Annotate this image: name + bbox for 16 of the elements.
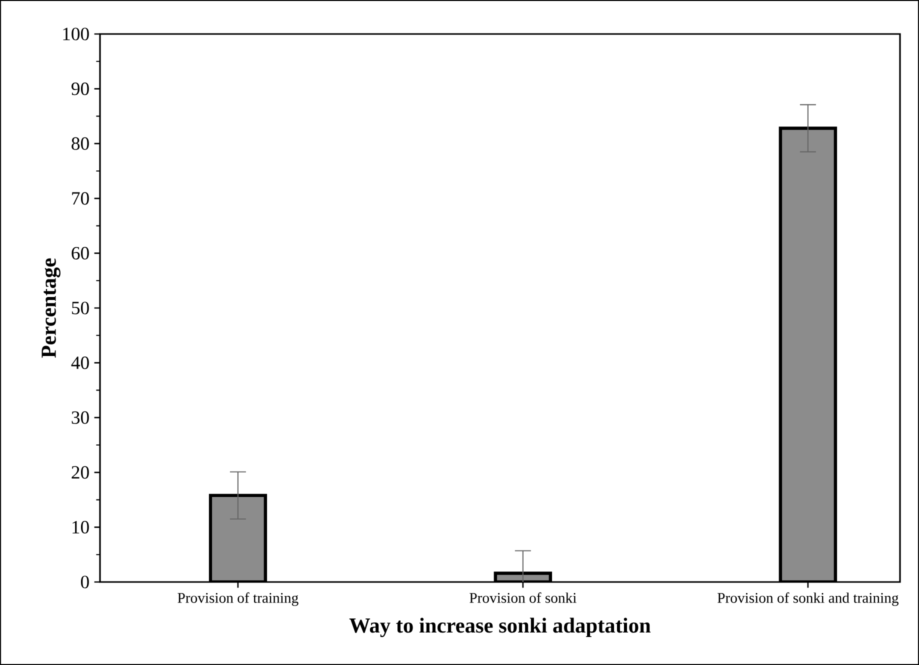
x-tick-label: Provision of sonki and training <box>718 592 899 606</box>
y-tick-label: 30 <box>72 411 89 424</box>
y-axis-title: Percentage <box>42 258 60 358</box>
x-axis-title: Way to increase sonki adaptation <box>349 618 651 638</box>
y-tick-label: 100 <box>63 28 89 40</box>
y-tick-label: 10 <box>72 520 89 534</box>
x-tick-label: Provision of training <box>178 592 298 606</box>
x-tick-label: Provision of sonki <box>470 592 576 603</box>
y-tick-label: 70 <box>72 192 89 205</box>
y-tick-label: 60 <box>72 246 89 260</box>
y-tick-label: 0 <box>80 576 89 588</box>
y-tick-label: 40 <box>71 356 89 370</box>
y-tick-label: 90 <box>72 82 89 96</box>
y-tick-label: 20 <box>72 466 89 479</box>
y-tick-label: 50 <box>72 302 89 314</box>
y-tick-label: 80 <box>72 137 89 150</box>
